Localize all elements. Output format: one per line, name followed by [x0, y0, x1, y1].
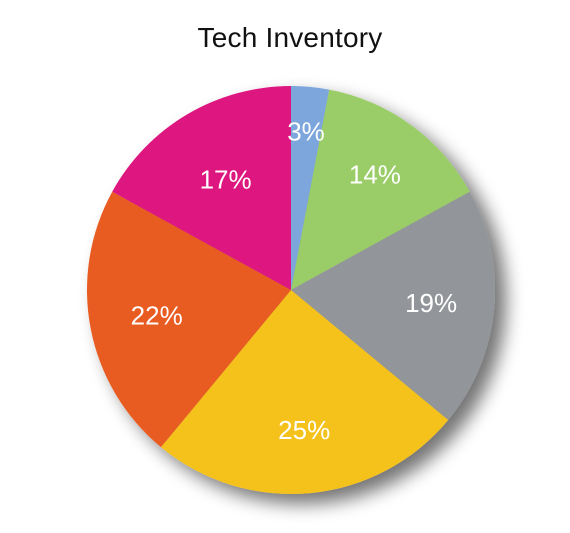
- pie-slice-4: [160, 290, 449, 494]
- slice-label-4: 25%: [278, 415, 330, 445]
- slice-label-3: 19%: [405, 288, 457, 318]
- pie-slice-2: [291, 89, 470, 290]
- pie-slice-6: [112, 86, 291, 290]
- slice-label-1: 3%: [287, 117, 325, 147]
- slice-label-5: 22%: [131, 301, 183, 331]
- chart-title: Tech Inventory: [197, 22, 383, 53]
- pie-labels: 3% 14% 19% 25% 22% 17%: [131, 117, 457, 446]
- slice-label-2: 14%: [349, 160, 401, 190]
- pie-slice-3: [291, 191, 495, 421]
- pie-slice-5: [86, 191, 292, 448]
- slice-label-6: 17%: [200, 164, 252, 194]
- pie-slice-1: [291, 86, 330, 290]
- pie-slices: [86, 86, 495, 494]
